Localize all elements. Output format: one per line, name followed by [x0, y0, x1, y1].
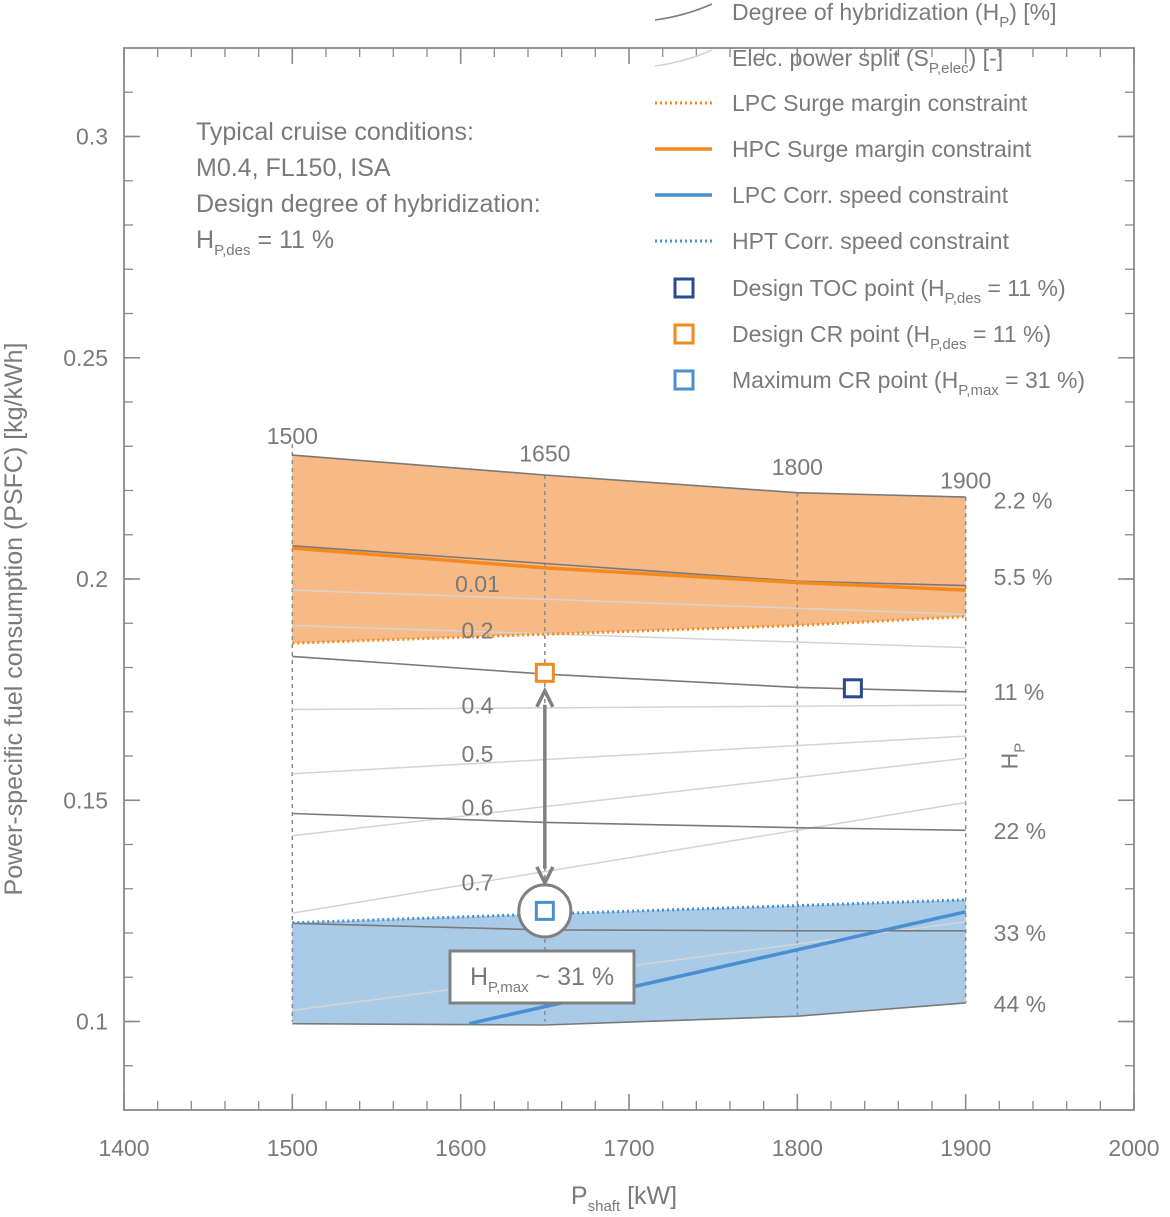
hybridization-label: 2.2 %: [994, 488, 1053, 514]
power-split-line: [292, 704, 966, 711]
x-axis-label: Pshaft [kW]: [571, 1182, 677, 1215]
legend-swatch: [673, 323, 695, 345]
design-cr-point: [534, 662, 555, 683]
x-tick-label: 1900: [940, 1135, 991, 1161]
cruise-annotation-line: Typical cruise conditions:: [196, 118, 474, 146]
y-tick-label: 0.15: [63, 787, 108, 813]
maximum-cr-point: [534, 900, 555, 921]
hpt-speed-line: [292, 898, 966, 925]
power-split-line: [292, 589, 966, 616]
hybridization-label: 33 %: [994, 920, 1046, 946]
legend-label: HPT Corr. speed constraint: [732, 228, 1010, 254]
arrow-head-down: [535, 866, 555, 887]
shaft-power-label: 1500: [267, 423, 318, 449]
power-split-line: [292, 757, 966, 837]
hybridization-line: [292, 1002, 966, 1026]
y-tick-label: 0.25: [63, 345, 108, 371]
legend-entry-hpc_surge: HPC Surge margin constraint: [655, 136, 1032, 162]
shaft-power-label: 1900: [940, 467, 991, 493]
hybridization-line: [292, 454, 966, 498]
max-hybridization-callout-text: HP,max ~ 31 %: [470, 963, 614, 996]
lpc-speed-line: [468, 910, 967, 1026]
chart-labels: 0.01 0.2 0.4 0.5 0.6 0.7 1400 1500 1600 1700 1800 1…: [0, 118, 1160, 1215]
legend-label: Maximum CR point (HP,max = 31 %): [732, 367, 1085, 399]
legend-entry-lpc_surge: LPC Surge margin constraint: [655, 90, 1028, 116]
design-hybridization-annotation: HP,des = 11 %: [196, 226, 334, 259]
hybridization-label: 44 %: [994, 991, 1046, 1017]
legend-label: Design CR point (HP,des = 11 %): [732, 321, 1051, 353]
lpc-surge-line: [292, 615, 966, 645]
arrow-head-up: [535, 686, 555, 708]
design-toc-point: [842, 678, 863, 699]
cruise-annotation-line: Design degree of hybridization:: [196, 190, 541, 218]
power-split-line: [292, 801, 966, 914]
shaft-power-label: 1800: [772, 454, 823, 480]
legend-entry-split: Elec. power split (SP,elec) [-]: [654, 45, 1003, 77]
hpc-surge-line: [292, 546, 966, 592]
x-tick-label: 2000: [1108, 1135, 1159, 1161]
y-tick-label: 0.2: [76, 566, 108, 592]
hybridization-line: [292, 545, 966, 587]
legend-label: LPC Corr. speed constraint: [732, 182, 1009, 208]
legend-label: Design TOC point (HP,des = 11 %): [732, 275, 1066, 307]
legend-label: HPC Surge margin constraint: [732, 136, 1032, 162]
plot-frame: [123, 47, 1135, 1111]
legend-entry-hp: Degree of hybridization (HP) [%]: [654, 0, 1056, 31]
power-split-label: 0.01: [455, 571, 500, 597]
x-tick-label: 1600: [435, 1135, 486, 1161]
constraint-regions: [292, 455, 966, 1025]
y-tick-label: 0.1: [76, 1009, 108, 1035]
power-split-line: [292, 735, 966, 775]
power-split-label: 0.2: [462, 617, 494, 643]
x-tick-label: 1500: [267, 1135, 318, 1161]
legend-entry-lpc_speed: LPC Corr. speed constraint: [655, 182, 1009, 208]
legend-entry-toc: Design TOC point (HP,des = 11 %): [673, 275, 1066, 307]
legend-swatch: [654, 49, 713, 67]
power-split-label: 0.4: [462, 693, 494, 719]
hybridization-line: [292, 812, 966, 832]
legend-entry-cr: Design CR point (HP,des = 11 %): [673, 321, 1051, 353]
legend-entry-hpt_speed: HPT Corr. speed constraint: [655, 228, 1010, 254]
x-tick-label: 1400: [98, 1135, 149, 1161]
legend-label: Degree of hybridization (HP) [%]: [732, 0, 1056, 31]
legend-swatch: [654, 3, 713, 21]
legend-swatch: [673, 369, 695, 391]
max-hybridization-callout: [448, 949, 636, 1005]
x-tick-label: 1800: [772, 1135, 823, 1161]
y-tick-label: 0.3: [76, 124, 108, 150]
cruise-annotation-line: M0.4, FL150, ISA: [196, 154, 391, 182]
legend-entry-max: Maximum CR point (HP,max = 31 %): [673, 367, 1085, 399]
legend-label: Elec. power split (SP,elec) [-]: [732, 45, 1003, 77]
point-markers: HP,max ~ 31 %: [448, 662, 863, 1005]
legend-swatch: [673, 277, 695, 299]
power-split-label: 0.5: [462, 741, 494, 767]
hybridization-label: 11 %: [994, 679, 1045, 705]
shaft-power-label: 1650: [519, 441, 570, 467]
legend: Degree of hybridization (HP) [%] Elec. po…: [654, 0, 1085, 399]
power-split-label: 0.6: [462, 794, 494, 820]
hybridization-axis-label: HP: [997, 743, 1029, 770]
hybridization-line: [292, 655, 966, 693]
power-split-line: [292, 624, 966, 649]
surge-constraint-region: [292, 455, 966, 644]
hybridization-label: 5.5 %: [994, 564, 1053, 590]
legend-label: LPC Surge margin constraint: [732, 90, 1028, 116]
power-split-label: 0.7: [462, 870, 494, 896]
hybridization-label: 22 %: [994, 818, 1046, 844]
y-axis-label: Power-specific fuel consumption (PSFC) […: [0, 343, 28, 896]
x-tick-label: 1700: [603, 1135, 654, 1161]
